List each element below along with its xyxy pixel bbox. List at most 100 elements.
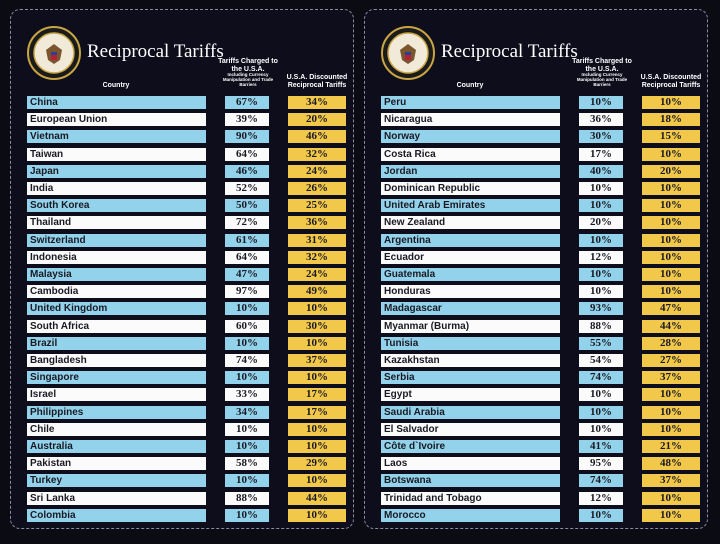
country-cell: Chile (27, 422, 206, 436)
country-cell: Kazakhstan (381, 354, 560, 367)
header-discounted: U.S.A. Discounted Reciprocal Tariffs (640, 74, 702, 89)
discounted-cell: 30% (288, 319, 346, 333)
country-cell: India (27, 182, 206, 195)
discounted-cell: 10% (642, 96, 700, 109)
charged-cell: 12% (579, 250, 623, 264)
panel: Reciprocal Tariffs Country Tariffs Charged… (364, 9, 708, 529)
country-cell: New Zealand (381, 216, 560, 230)
discounted-cell: 10% (288, 371, 346, 385)
country-cell: Trinidad and Tobago (381, 491, 560, 505)
discounted-cell: 10% (642, 491, 700, 505)
charged-cell: 10% (225, 440, 269, 453)
charged-cell: 10% (579, 268, 623, 281)
country-cell: Laos (381, 457, 560, 471)
title: Reciprocal Tariffs (87, 41, 224, 62)
charged-cell: 60% (225, 319, 269, 333)
charged-cell: 10% (225, 371, 269, 385)
discounted-cell: 44% (288, 491, 346, 505)
discounted-cell: 10% (642, 285, 700, 299)
discounted-cell: 31% (288, 233, 346, 247)
country-cell: Switzerland (27, 233, 206, 247)
charged-cell: 88% (579, 319, 623, 333)
country-cell: European Union (27, 113, 206, 127)
country-cell: Morocco (381, 508, 560, 522)
country-cell: Israel (27, 388, 206, 402)
country-cell: Ecuador (381, 250, 560, 264)
charged-cell: 10% (225, 508, 269, 522)
charged-cell: 10% (579, 96, 623, 109)
discounted-cell: 10% (642, 388, 700, 402)
charged-cell: 74% (579, 474, 623, 488)
country-cell: Taiwan (27, 147, 206, 161)
charged-cell: 41% (579, 440, 623, 453)
discounted-cell: 44% (642, 319, 700, 333)
country-cell: Norway (381, 130, 560, 144)
seal-icon (381, 26, 435, 80)
discounted-cell: 37% (642, 474, 700, 488)
discounted-cell: 46% (288, 130, 346, 144)
charged-cell: 10% (225, 302, 269, 316)
discounted-cell: 32% (288, 250, 346, 264)
country-cell: Botswana (381, 474, 560, 488)
discounted-cell: 10% (288, 422, 346, 436)
country-cell: Singapore (27, 371, 206, 385)
discounted-cell: 10% (288, 440, 346, 453)
discounted-cell: 17% (288, 405, 346, 419)
discounted-cell: 32% (288, 147, 346, 161)
country-cell: Bangladesh (27, 354, 206, 367)
discounted-cell: 49% (288, 285, 346, 299)
country-cell: Colombia (27, 508, 206, 522)
charged-cell: 12% (579, 491, 623, 505)
charged-cell: 47% (225, 268, 269, 281)
country-cell: Peru (381, 96, 560, 109)
country-cell: Egypt (381, 388, 560, 402)
discounted-cell: 10% (288, 474, 346, 488)
country-cell: Nicaragua (381, 113, 560, 127)
country-cell: Australia (27, 440, 206, 453)
discounted-cell: 37% (642, 371, 700, 385)
country-cell: Tunisia (381, 336, 560, 350)
header-charged: Tariffs Charged to the U.S.A. Including C… (216, 58, 280, 88)
charged-cell: 39% (225, 113, 269, 127)
charged-cell: 10% (579, 233, 623, 247)
discounted-cell: 10% (642, 250, 700, 264)
discounted-cell: 24% (288, 164, 346, 178)
charged-cell: 10% (579, 285, 623, 299)
country-cell: Saudi Arabia (381, 405, 560, 419)
charged-cell: 34% (225, 405, 269, 419)
charged-cell: 61% (225, 233, 269, 247)
country-cell: South Africa (27, 319, 206, 333)
discounted-cell: 20% (642, 164, 700, 178)
header-country: Country (102, 82, 130, 89)
charged-cell: 17% (579, 147, 623, 161)
charged-cell: 72% (225, 216, 269, 230)
charged-cell: 30% (579, 130, 623, 144)
charged-cell: 67% (225, 96, 269, 109)
charged-cell: 64% (225, 250, 269, 264)
discounted-cell: 10% (642, 422, 700, 436)
charged-cell: 10% (579, 199, 623, 213)
charged-cell: 74% (579, 371, 623, 385)
country-cell: Argentina (381, 233, 560, 247)
charged-cell: 10% (579, 405, 623, 419)
discounted-cell: 27% (642, 354, 700, 367)
charged-cell: 74% (225, 354, 269, 367)
header-country: Country (456, 82, 484, 89)
country-cell: Guatemala (381, 268, 560, 281)
discounted-cell: 20% (288, 113, 346, 127)
country-cell: Dominican Republic (381, 182, 560, 195)
discounted-cell: 10% (642, 405, 700, 419)
discounted-cell: 21% (642, 440, 700, 453)
header-charged-note: Including Currency Manipulation and Trad… (222, 72, 274, 88)
discounted-cell: 10% (642, 147, 700, 161)
charged-cell: 40% (579, 164, 623, 178)
country-cell: United Arab Emirates (381, 199, 560, 213)
charged-cell: 36% (579, 113, 623, 127)
country-cell: El Salvador (381, 422, 560, 436)
discounted-cell: 10% (288, 336, 346, 350)
country-cell: Madagascar (381, 302, 560, 316)
charged-cell: 10% (225, 336, 269, 350)
discounted-cell: 10% (642, 508, 700, 522)
title: Reciprocal Tariffs (441, 41, 578, 62)
